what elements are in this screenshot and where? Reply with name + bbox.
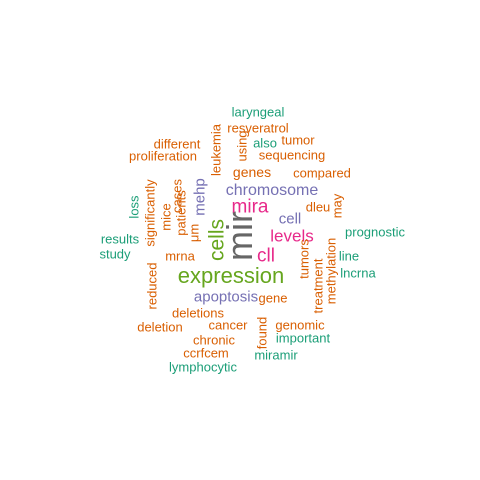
word-expression: expression (177, 263, 285, 288)
word-treatment: treatment (310, 258, 326, 314)
word-ccrfcem: ccrfcem (183, 345, 229, 361)
word-gene: gene (258, 290, 288, 306)
word-study: study (99, 246, 131, 262)
word-tumors: tumors (296, 239, 312, 279)
word-chromosome: chromosome (225, 182, 319, 199)
word-deletion: deletion (137, 319, 183, 335)
word-levels: levels (270, 226, 314, 246)
word-lymphocytic: lymphocytic (169, 359, 237, 375)
word-mehp: mehp (191, 178, 209, 216)
word-different: different (153, 136, 201, 152)
word-mice: mice (158, 203, 174, 231)
word-important: important (275, 330, 331, 346)
word-dleu: dleu (305, 199, 331, 215)
word-results: results (100, 231, 140, 247)
word-found: found (254, 316, 270, 350)
word-sequencing: sequencing (258, 147, 326, 163)
word-cells: cells (205, 218, 229, 262)
word-loss: loss (126, 195, 142, 219)
word-prognostic: prognostic (345, 224, 405, 240)
word-line: line (338, 248, 360, 264)
word-methylation: methylation (323, 237, 339, 305)
word-tumor: tumor (281, 132, 315, 148)
word-laryngeal: laryngeal (231, 104, 285, 120)
word-apoptosis: apoptosis (193, 288, 259, 306)
word-cll: cll (257, 245, 275, 267)
word-genomic: genomic (275, 317, 325, 333)
word-reduced: reduced (144, 262, 160, 310)
word-mira: mira (231, 196, 269, 218)
word-also: also (253, 135, 277, 151)
word-chronic: chronic (193, 332, 235, 348)
word-may: may (329, 193, 345, 219)
word-um: μm (186, 223, 202, 243)
word-mrna: mrna (165, 248, 195, 264)
word-cell: cell (278, 210, 302, 228)
word-using: using (234, 130, 250, 162)
word-cancer: cancer (208, 317, 248, 333)
word-miramir: miramir (254, 347, 298, 363)
word-leukemia: leukemia (208, 123, 224, 177)
word-proliferation: proliferation (129, 148, 197, 164)
word-genes: genes (232, 164, 272, 180)
word-resveratrol: resveratrol (227, 120, 289, 136)
word-lncrna: lncrna (340, 265, 376, 281)
word-deletions: deletions (171, 305, 225, 321)
word-compared: compared (293, 165, 351, 181)
word-significantly: significantly (142, 179, 158, 247)
